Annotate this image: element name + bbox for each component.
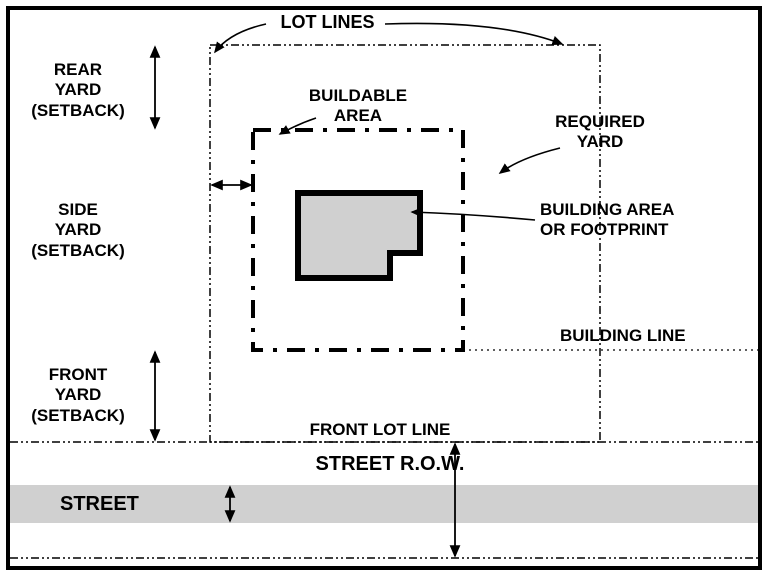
- building-area-label: BUILDING AREA OR FOOTPRINT: [540, 200, 720, 241]
- side-yard-label: SIDE YARD (SETBACK): [18, 200, 138, 261]
- street-label: STREET: [60, 492, 200, 516]
- lot-lines-label: LOT LINES: [270, 12, 385, 34]
- callout-lot-right: [385, 23, 562, 44]
- building-line-label: BUILDING LINE: [560, 326, 740, 346]
- building-footprint: [298, 193, 420, 278]
- buildable-area-label: BUILDABLE AREA: [298, 86, 418, 127]
- front-lot-line-label: FRONT LOT LINE: [280, 420, 480, 440]
- rear-yard-label: REAR YARD (SETBACK): [18, 60, 138, 121]
- callout-lot-left: [215, 24, 266, 52]
- callout-footprint: [412, 212, 535, 220]
- required-yard-label: REQUIRED YARD: [540, 112, 660, 153]
- front-yard-label: FRONT YARD (SETBACK): [18, 365, 138, 426]
- street-row-label: STREET R.O.W.: [290, 452, 490, 476]
